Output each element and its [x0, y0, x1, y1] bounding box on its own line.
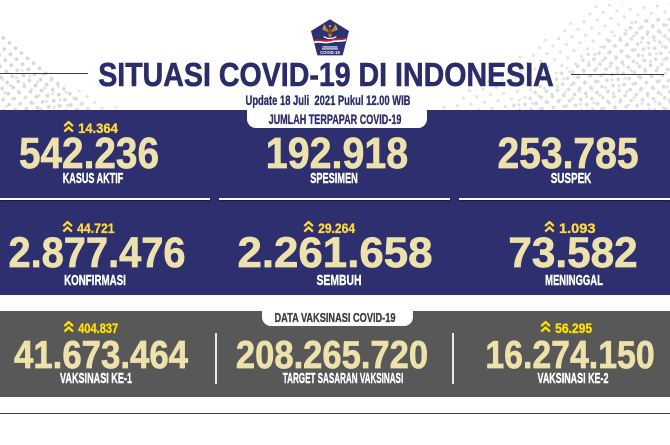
svg-text:COVID-19: COVID-19: [320, 50, 340, 55]
